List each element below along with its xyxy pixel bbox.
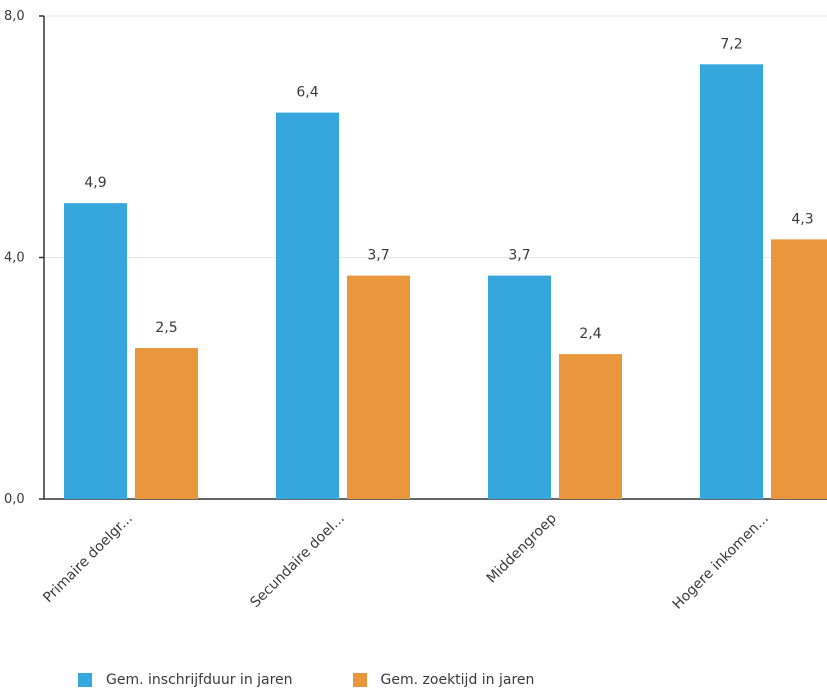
bar[interactable] bbox=[135, 348, 198, 499]
y-tick-label: 8,0 bbox=[4, 9, 25, 24]
legend-swatch-blue bbox=[78, 673, 92, 687]
bar[interactable] bbox=[64, 203, 127, 499]
x-category-label: Hogere inkomen... bbox=[670, 511, 772, 613]
legend-swatch-orange bbox=[352, 673, 367, 687]
chart-legend: Gem. inschrijfduur in jaren Gem. zoektij… bbox=[78, 672, 594, 688]
bar-value-label: 7,2 bbox=[720, 36, 742, 52]
x-category-label: Middengroep bbox=[484, 510, 560, 586]
chart-data-labels: 4,9 2,5 6,4 3,7 3,7 2,4 7,2 4,3 bbox=[84, 36, 813, 342]
x-category-label: Secundaire doel... bbox=[247, 511, 347, 611]
legend-label: Gem. inschrijfduur in jaren bbox=[106, 672, 293, 688]
bar-value-label: 4,3 bbox=[791, 211, 813, 227]
chart-category-labels: Primaire doelgr... Secundaire doel... Midd… bbox=[40, 510, 772, 612]
x-category-label: Primaire doelgr... bbox=[40, 511, 136, 607]
legend-label: Gem. zoektijd in jaren bbox=[380, 672, 535, 688]
bar-value-label: 4,9 bbox=[84, 175, 106, 191]
chart-bars bbox=[64, 64, 827, 500]
bar-value-label: 2,4 bbox=[579, 326, 601, 342]
bar[interactable] bbox=[700, 64, 763, 500]
legend-item-zoektijd[interactable]: Gem. zoektijd in jaren bbox=[352, 672, 535, 688]
bar-value-label: 6,4 bbox=[296, 85, 318, 101]
bar-value-label: 2,5 bbox=[155, 320, 177, 336]
y-tick-label: 0,0 bbox=[4, 492, 25, 507]
bar[interactable] bbox=[559, 354, 622, 499]
bar-value-label: 3,7 bbox=[508, 248, 530, 264]
bar[interactable] bbox=[771, 239, 827, 499]
chart-grid bbox=[44, 15, 827, 258]
bar-value-label: 3,7 bbox=[367, 248, 389, 264]
bar[interactable] bbox=[347, 275, 410, 499]
y-tick-label: 4,0 bbox=[4, 251, 25, 266]
bar[interactable] bbox=[488, 275, 551, 499]
legend-item-inschrijfduur[interactable]: Gem. inschrijfduur in jaren bbox=[78, 672, 293, 688]
bar[interactable] bbox=[276, 112, 339, 499]
